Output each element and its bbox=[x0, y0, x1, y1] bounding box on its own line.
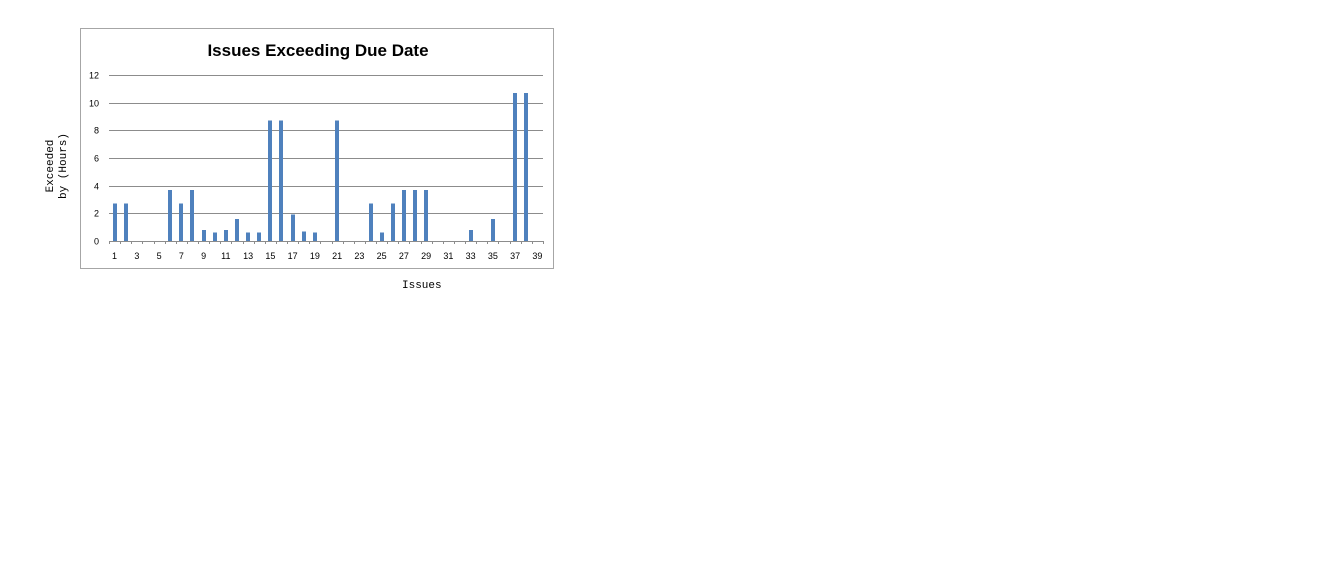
bar-issue-19 bbox=[313, 232, 317, 241]
bar-issue-10 bbox=[213, 232, 217, 241]
x-tick-label: 39 bbox=[532, 251, 542, 261]
y-tick-label: 10 bbox=[89, 99, 99, 109]
bar-issue-13 bbox=[246, 232, 250, 241]
bar-issue-33 bbox=[469, 229, 473, 241]
x-tick-label: 31 bbox=[443, 251, 453, 261]
y-axis-ticks: 0 2 4 6 8 10 12 bbox=[89, 71, 99, 247]
bar-issue-35 bbox=[491, 218, 495, 241]
bars bbox=[113, 92, 528, 241]
y-axis-label: Exceeded by (Hours) bbox=[38, 116, 78, 216]
x-tick-label: 29 bbox=[421, 251, 431, 261]
bar-issue-11 bbox=[224, 229, 228, 241]
x-tick-label: 33 bbox=[466, 251, 476, 261]
bar-issue-21 bbox=[335, 120, 339, 241]
x-tick-label: 25 bbox=[377, 251, 387, 261]
x-tick-label: 19 bbox=[310, 251, 320, 261]
bar-issue-16 bbox=[279, 120, 283, 241]
bar-issue-27 bbox=[402, 189, 406, 241]
y-tick-label: 6 bbox=[94, 154, 99, 164]
bar-issue-17 bbox=[291, 214, 295, 241]
bar-issue-12 bbox=[235, 218, 239, 241]
x-tick-label: 5 bbox=[157, 251, 162, 261]
bar-issue-14 bbox=[257, 232, 261, 241]
x-tick-label: 21 bbox=[332, 251, 342, 261]
y-tick-label: 2 bbox=[94, 209, 99, 219]
gridlines bbox=[109, 75, 544, 244]
x-tick-label: 3 bbox=[134, 251, 139, 261]
x-tick-label: 11 bbox=[221, 251, 230, 261]
x-tick-label: 7 bbox=[179, 251, 184, 261]
bar-issue-25 bbox=[380, 232, 384, 241]
y-tick-label: 8 bbox=[94, 126, 99, 136]
bar-issue-26 bbox=[391, 203, 395, 241]
y-axis-label-text: Exceeded by (Hours) bbox=[45, 132, 70, 200]
x-tick-label: 35 bbox=[488, 251, 498, 261]
bar-issue-28 bbox=[413, 189, 417, 241]
bar-issue-7 bbox=[179, 203, 183, 241]
x-tick-label: 13 bbox=[243, 251, 253, 261]
bar-issue-8 bbox=[190, 189, 194, 241]
x-tick-label: 15 bbox=[265, 251, 275, 261]
bar-issue-24 bbox=[369, 203, 373, 241]
x-tick-label: 9 bbox=[201, 251, 206, 261]
y-tick-label: 12 bbox=[89, 71, 99, 81]
x-tick-label: 37 bbox=[510, 251, 520, 261]
x-axis-label: Issues bbox=[402, 280, 442, 292]
bar-issue-9 bbox=[202, 229, 206, 241]
bar-issue-2 bbox=[124, 203, 128, 241]
x-tick-label: 1 bbox=[112, 251, 117, 261]
y-tick-label: 4 bbox=[94, 182, 99, 192]
x-tick-label: 17 bbox=[288, 251, 298, 261]
y-tick-label: 0 bbox=[94, 237, 99, 247]
bar-issue-1 bbox=[113, 203, 117, 241]
chart-title: Issues Exceeding Due Date bbox=[207, 41, 428, 60]
x-tick-label: 23 bbox=[354, 251, 364, 261]
bar-issue-18 bbox=[302, 231, 306, 241]
bar-issue-37 bbox=[513, 92, 517, 241]
bar-issue-38 bbox=[524, 92, 528, 241]
bar-issue-15 bbox=[268, 120, 272, 241]
bar-issue-6 bbox=[168, 189, 172, 241]
x-axis-ticks: 1 3 5 7 9 11 13 15 17 19 21 23 25 27 29 31 33 35 37 39 bbox=[112, 251, 542, 261]
x-tick-label: 27 bbox=[399, 251, 409, 261]
bar-issue-29 bbox=[424, 189, 428, 241]
